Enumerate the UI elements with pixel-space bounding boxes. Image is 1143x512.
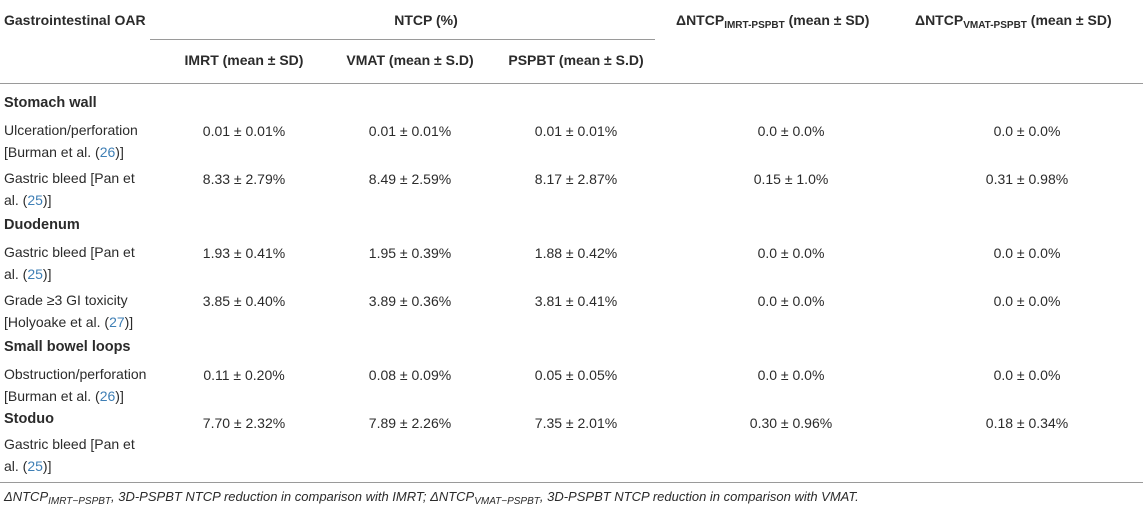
footnote-text: ΔNTCP — [430, 489, 475, 504]
citation-link[interactable]: 26 — [99, 388, 116, 404]
cell-delta-imrt: 0.0 ± 0.0% — [757, 367, 825, 383]
delta-vmat-sub: VMAT-PSPBT — [963, 20, 1027, 31]
section-stoduo: Stoduo — [4, 411, 54, 427]
delta-imrt-sub: IMRT-PSPBT — [724, 20, 785, 31]
cell-delta-vmat: 0.0 ± 0.0% — [993, 293, 1061, 309]
cell-vmat: 3.89 ± 0.36% — [368, 293, 452, 309]
row-label-3: Grade ≥3 GI toxicity [Holyoake et al. (2… — [4, 289, 169, 333]
cell-vmat: 0.08 ± 0.09% — [368, 367, 452, 383]
cell-imrt: 0.01 ± 0.01% — [202, 123, 286, 139]
cell-delta-imrt: 0.0 ± 0.0% — [757, 245, 825, 261]
header-ntcp: NTCP (%) — [394, 12, 458, 28]
header-oar: Gastrointestinal OAR — [4, 12, 146, 28]
table-bottom-rule — [0, 482, 1143, 483]
cell-pspbt: 8.17 ± 2.87% — [534, 171, 618, 187]
row-label-text: Gastric bleed [Pan et al. ( — [4, 244, 135, 282]
cell-imrt: 8.33 ± 2.79% — [202, 171, 286, 187]
cell-delta-imrt: 0.30 ± 0.96% — [749, 415, 833, 431]
cell-imrt: 1.93 ± 0.41% — [202, 245, 286, 261]
row-label-text: Gastric bleed [Pan et al. ( — [4, 436, 135, 474]
ntcp-underline — [150, 39, 655, 40]
cell-delta-imrt: 0.0 ± 0.0% — [757, 293, 825, 309]
citation-link[interactable]: 26 — [99, 144, 116, 160]
cell-pspbt: 0.05 ± 0.05% — [534, 367, 618, 383]
cell-delta-vmat: 0.0 ± 0.0% — [993, 367, 1061, 383]
cell-vmat: 0.01 ± 0.01% — [368, 123, 452, 139]
row-label-text: )] — [115, 388, 124, 404]
row-label-text: )] — [42, 458, 52, 474]
citation-link[interactable]: 25 — [27, 192, 43, 208]
row-label-0: Ulceration/perforation [Burman et al. (2… — [4, 119, 159, 163]
citation-link[interactable]: 25 — [27, 266, 43, 282]
header-vmat: VMAT (mean ± S.D) — [346, 52, 474, 68]
row-label-1: Gastric bleed [Pan et al. (25)] — [4, 167, 144, 211]
footnote-subscript: IMRT−PSPBT — [48, 496, 112, 507]
header-pspbt: PSPBT (mean ± S.D) — [508, 52, 644, 68]
citation-link[interactable]: 27 — [109, 314, 125, 330]
cell-delta-vmat: 0.18 ± 0.34% — [985, 415, 1069, 431]
footnote: ΔNTCPIMRT−PSPBT, 3D-PSPBT NTCP reduction… — [4, 489, 859, 507]
row-label-text: )] — [42, 192, 52, 208]
row-label-5: Gastric bleed [Pan et al. (25)] — [4, 433, 144, 477]
footnote-text: , 3D-PSPBT NTCP reduction in comparison … — [111, 489, 431, 504]
citation-link[interactable]: 25 — [27, 458, 43, 474]
section-stomach-wall: Stomach wall — [4, 95, 97, 111]
row-label-text: )] — [42, 266, 52, 282]
row-label-text: Ulceration/perforation [Burman et al. ( — [4, 122, 138, 160]
row-label-2: Gastric bleed [Pan et al. (25)] — [4, 241, 144, 285]
section-small-bowel-loops: Small bowel loops — [4, 339, 131, 355]
header-delta-vmat: ΔNTCPVMAT-PSPBT (mean ± SD) — [915, 12, 1112, 31]
row-label-text: )] — [124, 314, 134, 330]
cell-pspbt: 0.01 ± 0.01% — [534, 123, 618, 139]
row-label-text: Obstruction/perforation [Burman et al. ( — [4, 366, 147, 404]
cell-delta-vmat: 0.0 ± 0.0% — [993, 123, 1061, 139]
cell-imrt: 0.11 ± 0.20% — [203, 367, 285, 383]
delta-vmat-tail: (mean ± SD) — [1026, 12, 1112, 28]
cell-vmat: 7.89 ± 2.26% — [368, 415, 452, 431]
footnote-text: ΔNTCP — [4, 489, 49, 504]
row-label-text: )] — [115, 144, 124, 160]
row-label-4: Obstruction/perforation [Burman et al. (… — [4, 363, 164, 407]
footnote-text: , 3D-PSPBT NTCP reduction in comparison … — [539, 489, 859, 504]
header-delta-imrt: ΔNTCPIMRT-PSPBT (mean ± SD) — [676, 12, 869, 31]
cell-imrt: 3.85 ± 0.40% — [202, 293, 286, 309]
footnote-subscript: VMAT−PSPBT — [474, 496, 540, 507]
delta-imrt-tail: (mean ± SD) — [784, 12, 870, 28]
cell-delta-imrt: 0.0 ± 0.0% — [757, 123, 825, 139]
cell-imrt: 7.70 ± 2.32% — [202, 415, 286, 431]
cell-pspbt: 7.35 ± 2.01% — [534, 415, 618, 431]
section-duodenum: Duodenum — [4, 217, 80, 233]
row-label-text: Gastric bleed [Pan et al. ( — [4, 170, 135, 208]
row-label-text: Grade ≥3 GI toxicity [Holyoake et al. ( — [4, 292, 128, 330]
header-bottom-rule — [0, 83, 1143, 84]
cell-vmat: 8.49 ± 2.59% — [368, 171, 452, 187]
header-imrt: IMRT (mean ± SD) — [184, 52, 304, 68]
cell-vmat: 1.95 ± 0.39% — [368, 245, 452, 261]
cell-delta-imrt: 0.15 ± 1.0% — [753, 171, 829, 187]
delta-imrt-main: ΔNTCP — [676, 12, 725, 28]
cell-delta-vmat: 0.31 ± 0.98% — [985, 171, 1069, 187]
cell-delta-vmat: 0.0 ± 0.0% — [993, 245, 1061, 261]
delta-vmat-main: ΔNTCP — [915, 12, 964, 28]
cell-pspbt: 3.81 ± 0.41% — [534, 293, 618, 309]
cell-pspbt: 1.88 ± 0.42% — [534, 245, 618, 261]
